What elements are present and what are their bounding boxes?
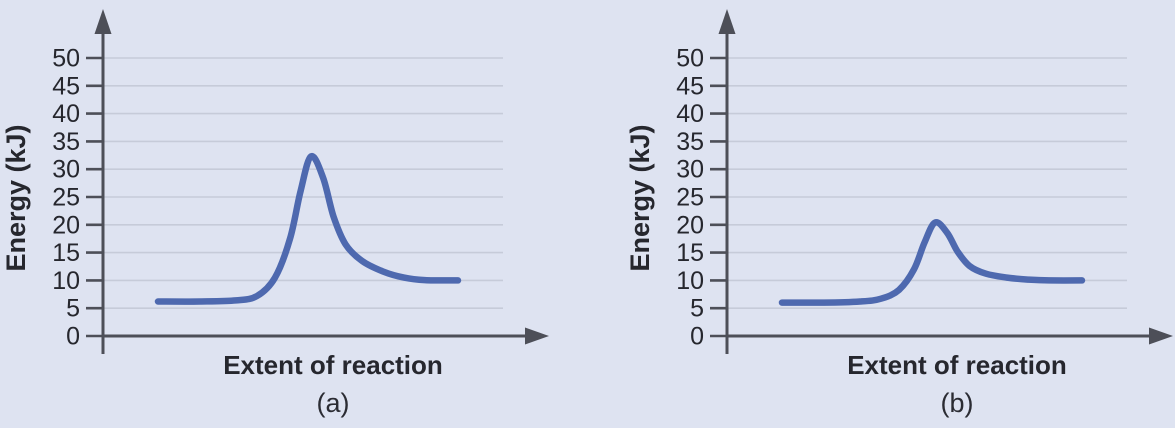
x-axis-title-b: Extent of reaction (847, 350, 1067, 380)
y-tick-label-45: 45 (676, 72, 704, 100)
chart-b: 0 5 10 15 20 25 30 35 40 45 50 Energy (kJ) Extent … (624, 0, 1175, 428)
y-axis-title-a: Energy (kJ) (1, 124, 31, 272)
energy-curve (778, 219, 1086, 306)
y-tick-label-30: 30 (52, 156, 80, 184)
y-tick-label-50: 50 (52, 45, 80, 73)
y-tick-label-35: 35 (676, 128, 704, 156)
y-tick-label-50: 50 (676, 45, 704, 73)
y-tick-label-45: 45 (52, 72, 80, 100)
y-tick-label-30: 30 (676, 156, 704, 184)
chart-caption-a: (a) (316, 388, 350, 418)
y-axis-title-b: Energy (kJ) (625, 124, 655, 272)
y-tick-label-25: 25 (52, 184, 80, 212)
y-tick-label-0: 0 (66, 323, 80, 351)
y-tick-label-40: 40 (676, 100, 704, 128)
y-tick-label-10: 10 (676, 267, 704, 295)
y-tick-label-20: 20 (676, 211, 704, 239)
y-tick-label-25: 25 (676, 184, 704, 212)
y-tick-label-5: 5 (66, 295, 80, 323)
y-tick-label-15: 15 (676, 239, 704, 267)
y-tick-label-40: 40 (52, 100, 80, 128)
chart-caption-b: (b) (940, 388, 974, 418)
y-tick-label-5: 5 (690, 295, 704, 323)
y-tick-label-0: 0 (690, 323, 704, 351)
y-axis-arrowhead (718, 9, 736, 34)
y-tick-label-10: 10 (52, 267, 80, 295)
y-tick-label-20: 20 (52, 211, 80, 239)
y-tick-label-15: 15 (52, 239, 80, 267)
x-axis-title-a: Extent of reaction (223, 350, 443, 380)
chart-a: 0 5 10 15 20 25 30 35 40 45 50 Energy (kJ) Extent … (0, 0, 551, 428)
y-axis-arrowhead (94, 9, 112, 34)
y-tick-label-35: 35 (52, 128, 80, 156)
energy-curve (154, 152, 462, 305)
x-axis-arrowhead (1149, 327, 1173, 345)
x-axis-arrowhead (525, 327, 549, 345)
